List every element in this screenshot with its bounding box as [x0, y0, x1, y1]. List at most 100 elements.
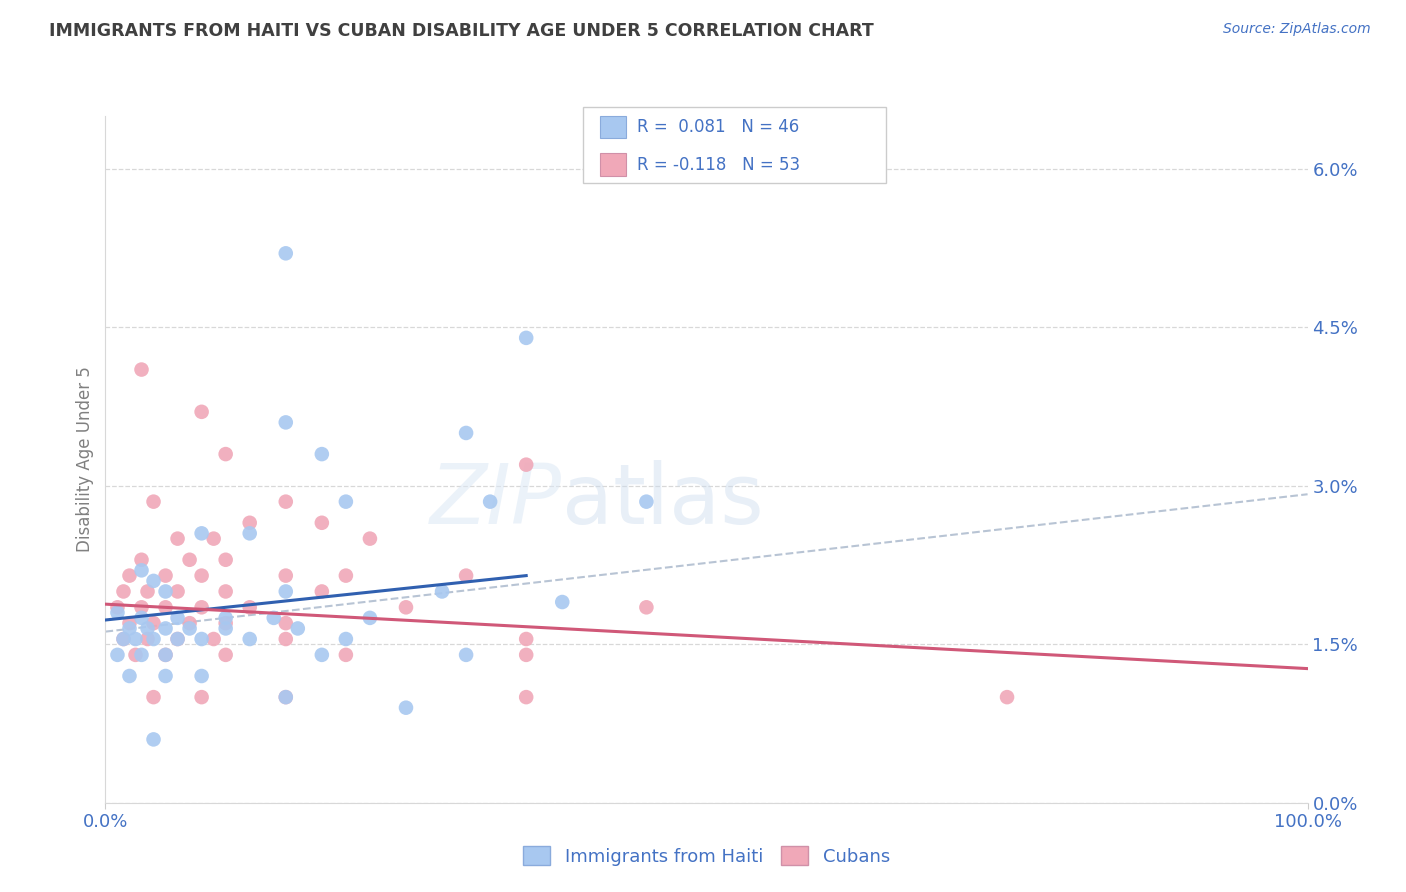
Point: [142, 494, 165, 508]
Point: [155, 584, 177, 599]
Point: [214, 584, 236, 599]
Point: [202, 632, 225, 646]
Point: [311, 584, 333, 599]
Point: [112, 632, 135, 646]
Point: [515, 690, 537, 705]
Point: [166, 632, 188, 646]
Point: [636, 494, 658, 508]
Point: [335, 568, 357, 582]
Point: [179, 622, 201, 636]
Point: [274, 584, 297, 599]
Point: [136, 622, 159, 636]
Point: [274, 568, 297, 582]
Point: [430, 584, 453, 599]
Y-axis label: Disability Age Under 5: Disability Age Under 5: [76, 367, 94, 552]
Point: [190, 690, 212, 705]
Point: [239, 526, 262, 541]
Point: [335, 648, 357, 662]
Point: [214, 611, 236, 625]
Point: [124, 632, 146, 646]
Point: [636, 600, 658, 615]
Point: [155, 648, 177, 662]
Point: [142, 574, 165, 588]
Point: [995, 690, 1018, 705]
Point: [311, 447, 333, 461]
Text: R =  0.081   N = 46: R = 0.081 N = 46: [637, 118, 799, 136]
Point: [335, 494, 357, 508]
Point: [112, 632, 135, 646]
Point: [166, 584, 188, 599]
Point: [214, 553, 236, 567]
Point: [166, 611, 188, 625]
Point: [190, 526, 212, 541]
Point: [395, 600, 418, 615]
Point: [551, 595, 574, 609]
Point: [335, 632, 357, 646]
Point: [202, 532, 225, 546]
Point: [395, 700, 418, 714]
Point: [190, 568, 212, 582]
Point: [274, 246, 297, 260]
Point: [239, 632, 262, 646]
Point: [214, 648, 236, 662]
Point: [118, 622, 141, 636]
Text: R = -0.118   N = 53: R = -0.118 N = 53: [637, 155, 800, 174]
Point: [131, 563, 153, 577]
Point: [263, 611, 285, 625]
Point: [274, 494, 297, 508]
Point: [155, 648, 177, 662]
Point: [136, 584, 159, 599]
Point: [479, 494, 502, 508]
Point: [274, 616, 297, 631]
Point: [214, 447, 236, 461]
Point: [142, 732, 165, 747]
Point: [155, 600, 177, 615]
Point: [131, 600, 153, 615]
Point: [190, 405, 212, 419]
Point: [515, 331, 537, 345]
Point: [214, 622, 236, 636]
Point: [239, 516, 262, 530]
Legend: Immigrants from Haiti, Cubans: Immigrants from Haiti, Cubans: [516, 839, 897, 872]
Point: [515, 648, 537, 662]
Point: [515, 632, 537, 646]
Point: [239, 600, 262, 615]
Point: [287, 622, 309, 636]
Text: IMMIGRANTS FROM HAITI VS CUBAN DISABILITY AGE UNDER 5 CORRELATION CHART: IMMIGRANTS FROM HAITI VS CUBAN DISABILIT…: [49, 22, 875, 40]
Point: [155, 669, 177, 683]
Text: ZIP: ZIP: [430, 460, 562, 541]
Point: [107, 648, 129, 662]
Point: [274, 690, 297, 705]
Point: [179, 553, 201, 567]
Point: [118, 669, 141, 683]
Point: [190, 669, 212, 683]
Point: [214, 616, 236, 631]
Point: [155, 568, 177, 582]
Point: [118, 616, 141, 631]
Text: Source: ZipAtlas.com: Source: ZipAtlas.com: [1223, 22, 1371, 37]
Point: [131, 611, 153, 625]
Point: [155, 622, 177, 636]
Point: [311, 516, 333, 530]
Point: [166, 632, 188, 646]
Point: [142, 616, 165, 631]
Point: [454, 568, 477, 582]
Point: [359, 611, 381, 625]
Point: [190, 600, 212, 615]
Point: [131, 362, 153, 376]
Point: [118, 568, 141, 582]
Point: [131, 648, 153, 662]
Point: [515, 458, 537, 472]
Point: [359, 532, 381, 546]
Point: [131, 553, 153, 567]
Point: [124, 648, 146, 662]
Point: [454, 648, 477, 662]
Point: [107, 600, 129, 615]
Point: [454, 425, 477, 440]
Point: [136, 632, 159, 646]
Point: [142, 690, 165, 705]
Point: [274, 632, 297, 646]
Point: [274, 690, 297, 705]
Point: [112, 584, 135, 599]
Point: [142, 632, 165, 646]
